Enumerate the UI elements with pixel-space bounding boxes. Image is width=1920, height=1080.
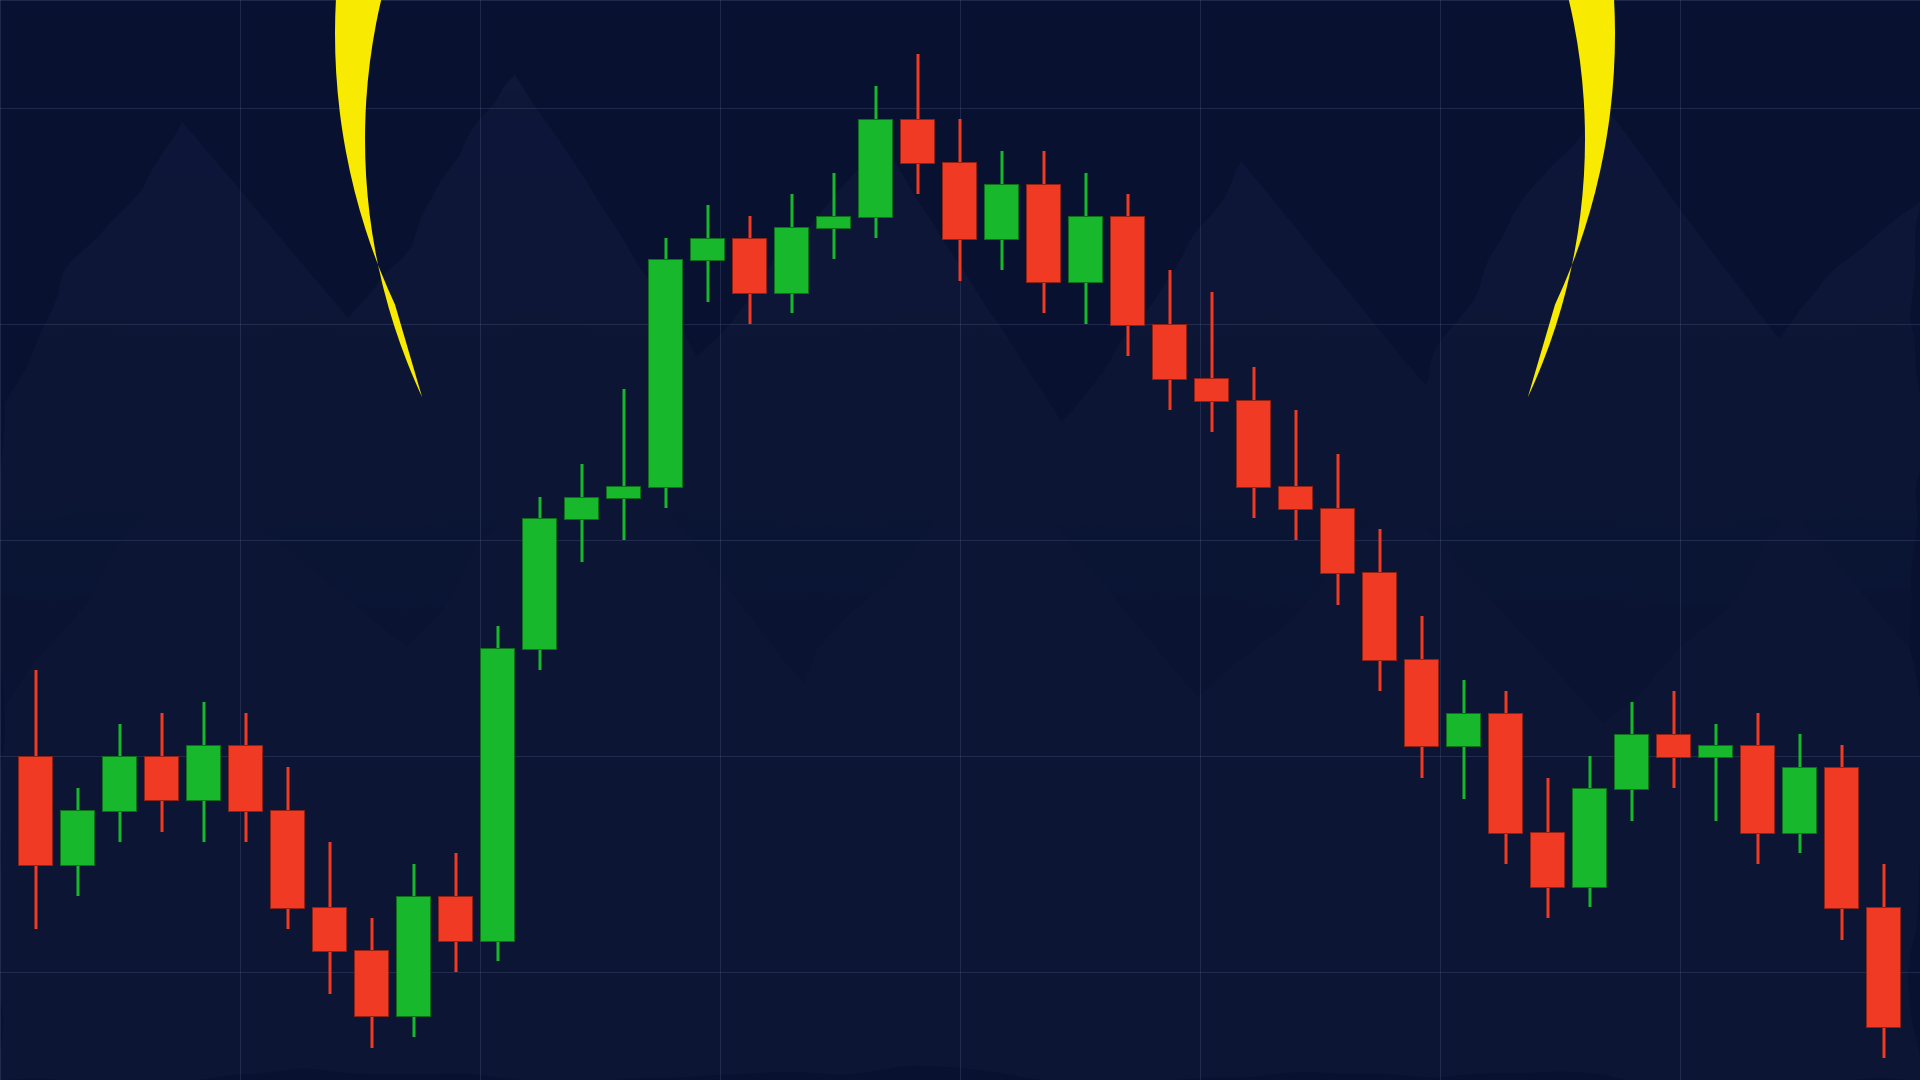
candle-body <box>1068 216 1103 283</box>
candle-body <box>396 896 431 1017</box>
candle-body <box>186 745 221 801</box>
candle[interactable] <box>1362 529 1397 691</box>
candle-body <box>942 162 977 240</box>
candle[interactable] <box>1614 702 1649 821</box>
candle[interactable] <box>60 788 95 896</box>
candle-wick <box>1294 410 1297 540</box>
candle[interactable] <box>1236 367 1271 518</box>
candle-body <box>312 907 347 952</box>
candle-body <box>270 810 305 909</box>
candle-body <box>1446 713 1481 747</box>
candle-body <box>1614 734 1649 790</box>
candle-body <box>1404 659 1439 747</box>
candle-body <box>1782 767 1817 834</box>
candle[interactable] <box>774 194 809 313</box>
candle[interactable] <box>480 626 515 961</box>
candle-body <box>1530 832 1565 888</box>
candle-body <box>1110 216 1145 326</box>
candle-body <box>816 216 851 229</box>
candle-wick <box>1210 292 1213 432</box>
candle-body <box>1320 508 1355 575</box>
candle-body <box>354 950 389 1017</box>
candle-body <box>1236 400 1271 488</box>
candle-body <box>774 227 809 294</box>
candle[interactable] <box>816 173 851 259</box>
candle[interactable] <box>606 389 641 540</box>
candle[interactable] <box>1656 691 1691 788</box>
candle[interactable] <box>1152 270 1187 410</box>
candle[interactable] <box>1110 194 1145 356</box>
candle[interactable] <box>900 54 935 194</box>
candle[interactable] <box>1068 173 1103 324</box>
candle-body <box>900 119 935 164</box>
candle[interactable] <box>1782 734 1817 853</box>
candle-body <box>564 497 599 521</box>
candle-body <box>480 648 515 942</box>
candle-body <box>522 518 557 650</box>
candle[interactable] <box>1320 454 1355 605</box>
candle-body <box>102 756 137 812</box>
candle[interactable] <box>1194 292 1229 432</box>
candle[interactable] <box>858 86 893 237</box>
candle-wick <box>1714 724 1717 821</box>
candle[interactable] <box>1530 778 1565 918</box>
candle-body <box>1488 713 1523 834</box>
candle-body <box>1194 378 1229 402</box>
candle-body <box>1152 324 1187 380</box>
candle[interactable] <box>564 464 599 561</box>
candle-body <box>606 486 641 499</box>
candle-body <box>1866 907 1901 1028</box>
candle[interactable] <box>1740 713 1775 864</box>
candle[interactable] <box>1866 864 1901 1058</box>
candle[interactable] <box>18 670 53 929</box>
candle-body <box>1572 788 1607 887</box>
candle[interactable] <box>1698 724 1733 821</box>
candle-body <box>18 756 53 866</box>
candle-body <box>228 745 263 812</box>
candle-series <box>0 0 1920 1080</box>
candle-body <box>1026 184 1061 283</box>
candle[interactable] <box>270 767 305 929</box>
candle-body <box>984 184 1019 240</box>
candle-body <box>1278 486 1313 510</box>
candle[interactable] <box>984 151 1019 270</box>
candle[interactable] <box>942 119 977 281</box>
candle[interactable] <box>228 713 263 843</box>
candle-body <box>1698 745 1733 758</box>
candle[interactable] <box>438 853 473 972</box>
candle[interactable] <box>1404 616 1439 778</box>
candle[interactable] <box>1488 691 1523 864</box>
candle-body <box>1656 734 1691 758</box>
candle[interactable] <box>1278 410 1313 540</box>
candle-body <box>690 238 725 262</box>
candle[interactable] <box>186 702 221 842</box>
candle[interactable] <box>690 205 725 302</box>
candle[interactable] <box>1026 151 1061 313</box>
candle-body <box>1824 767 1859 909</box>
candle-body <box>438 896 473 941</box>
candle[interactable] <box>102 724 137 843</box>
candle[interactable] <box>354 918 389 1048</box>
candle[interactable] <box>144 713 179 832</box>
candle-body <box>858 119 893 218</box>
candle[interactable] <box>648 238 683 508</box>
candle-wick <box>622 389 625 540</box>
candle-body <box>1740 745 1775 833</box>
candle[interactable] <box>312 842 347 993</box>
candle[interactable] <box>1824 745 1859 939</box>
candle[interactable] <box>732 216 767 324</box>
candle-body <box>60 810 95 866</box>
candle[interactable] <box>522 497 557 670</box>
candle-body <box>732 238 767 294</box>
candlestick-chart[interactable] <box>0 0 1920 1080</box>
candle-body <box>144 756 179 801</box>
candle-body <box>648 259 683 488</box>
candle-body <box>1362 572 1397 660</box>
candle[interactable] <box>1446 680 1481 799</box>
candle[interactable] <box>396 864 431 1037</box>
candle[interactable] <box>1572 756 1607 907</box>
